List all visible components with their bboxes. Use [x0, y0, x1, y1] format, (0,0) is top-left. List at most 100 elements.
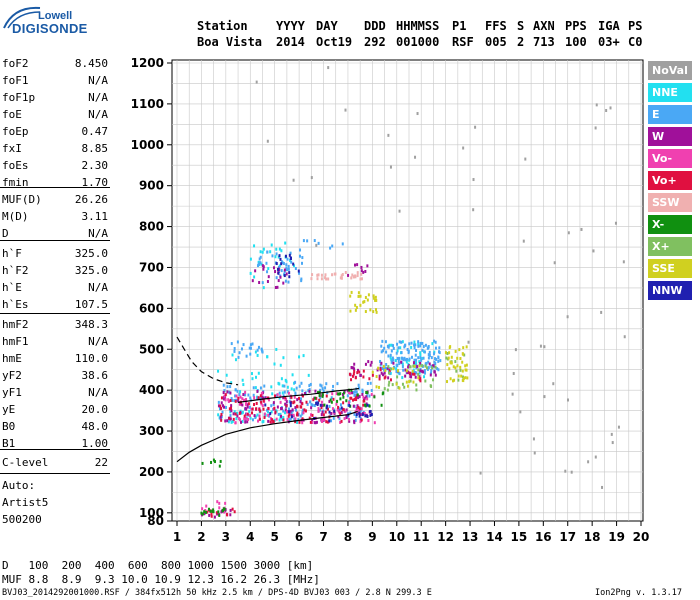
data-point [355, 415, 358, 419]
data-point [430, 371, 433, 375]
data-point [348, 419, 351, 423]
data-point [233, 510, 236, 514]
data-point [357, 294, 360, 298]
data-point [306, 402, 309, 406]
data-point [362, 399, 365, 403]
param-name: fmin [2, 176, 29, 189]
data-point [255, 401, 258, 405]
data-point [241, 403, 244, 407]
param-name: foF1 [2, 74, 29, 87]
param-value: N/A [88, 386, 108, 399]
data-point [340, 276, 343, 280]
data-point [570, 470, 573, 474]
data-point [227, 398, 230, 402]
data-point [353, 393, 356, 397]
data-point [399, 346, 402, 350]
data-point [378, 374, 381, 378]
y-tick-label: 80 [147, 514, 164, 528]
data-point [322, 417, 325, 421]
data-point [261, 281, 264, 285]
param-name: B0 [2, 420, 16, 433]
data-point [256, 389, 259, 393]
data-point [383, 387, 386, 391]
footer-d-row: D 100 200 400 600 800 1000 1500 3000 [km… [2, 559, 313, 572]
data-point [290, 387, 293, 391]
auto-artist: Artist5 [2, 496, 49, 509]
data-point [387, 354, 390, 358]
param-name: h`E [2, 281, 22, 294]
data-point [304, 409, 307, 413]
data-point [309, 382, 312, 386]
data-point [315, 420, 318, 424]
data-point [425, 366, 428, 370]
data-point [358, 370, 361, 374]
data-point [352, 398, 355, 402]
data-point [258, 257, 261, 261]
data-point [281, 391, 284, 395]
data-point [283, 411, 286, 415]
data-point [355, 398, 358, 402]
y-tick-label: 1100 [131, 97, 164, 111]
header-label: DAY [316, 19, 338, 33]
param-value: 3.11 [81, 210, 109, 223]
data-point [266, 139, 269, 143]
data-point [231, 507, 234, 511]
data-point [347, 273, 350, 277]
data-point [298, 355, 301, 359]
data-point [333, 409, 336, 413]
data-point [254, 350, 257, 354]
y-tick-label: 600 [139, 301, 164, 315]
param-value: N/A [88, 74, 108, 87]
data-point [401, 382, 404, 386]
data-point [298, 271, 301, 275]
legend-item: NoVal [648, 61, 692, 80]
data-point [427, 360, 430, 364]
data-point [230, 409, 233, 413]
data-point [438, 346, 441, 350]
data-point [291, 408, 294, 412]
data-point [362, 369, 365, 373]
data-point [279, 257, 282, 261]
data-point [431, 366, 434, 370]
data-point [388, 368, 391, 372]
data-point [330, 400, 333, 404]
data-point [413, 346, 416, 350]
data-point [321, 393, 324, 397]
data-point [350, 396, 353, 400]
param-row: h`Es 107.5 [2, 298, 108, 314]
data-point [308, 389, 311, 393]
data-point [232, 412, 235, 416]
data-point [353, 362, 356, 366]
data-point [417, 368, 420, 372]
data-point [343, 417, 346, 421]
data-point [359, 420, 362, 424]
param-name: MUF(D) [2, 193, 42, 206]
x-tick-label: 12 [437, 530, 454, 544]
data-point [424, 379, 427, 383]
data-point [375, 298, 378, 302]
data-point [233, 349, 236, 353]
data-point [414, 155, 417, 159]
data-point [370, 392, 373, 396]
data-point [415, 348, 418, 352]
data-point [299, 248, 302, 252]
data-point [348, 372, 351, 376]
data-point [339, 407, 342, 411]
data-point [306, 239, 309, 243]
data-point [428, 354, 431, 358]
data-point [330, 396, 333, 400]
data-point [552, 382, 555, 386]
data-point [415, 371, 418, 375]
data-point [321, 387, 324, 391]
data-point [329, 398, 332, 402]
data-point [325, 420, 328, 424]
y-tick-label: 800 [139, 220, 164, 234]
data-point [467, 340, 470, 344]
data-point [205, 510, 208, 514]
data-point [296, 420, 299, 424]
data-point [427, 356, 430, 360]
data-point [388, 367, 391, 371]
data-point [274, 270, 277, 274]
data-point [364, 362, 367, 366]
data-point [339, 392, 342, 396]
